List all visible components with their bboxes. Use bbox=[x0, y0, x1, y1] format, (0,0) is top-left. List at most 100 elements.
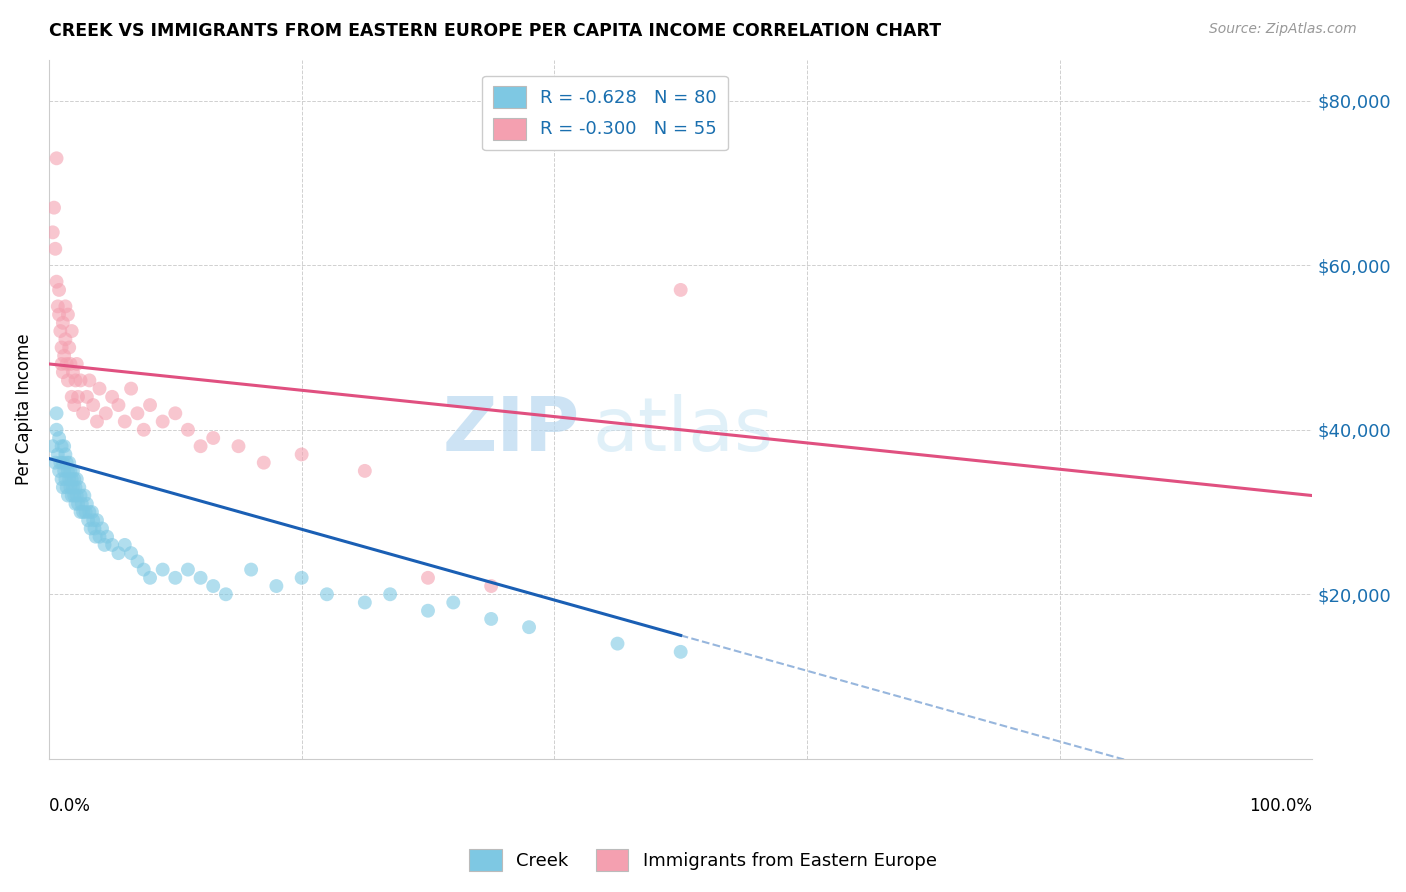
Point bbox=[101, 538, 124, 552]
Point bbox=[60, 489, 83, 503]
Point bbox=[59, 464, 82, 478]
Point bbox=[73, 489, 96, 503]
Text: 0.0%: 0.0% bbox=[49, 797, 91, 815]
Point bbox=[52, 365, 75, 379]
Point bbox=[669, 645, 692, 659]
Point bbox=[63, 398, 86, 412]
Point bbox=[76, 497, 98, 511]
Point bbox=[45, 275, 67, 289]
Point bbox=[165, 406, 187, 420]
Point bbox=[65, 497, 87, 511]
Point bbox=[45, 406, 67, 420]
Point bbox=[56, 489, 79, 503]
Point bbox=[89, 382, 111, 396]
Point bbox=[66, 497, 89, 511]
Point bbox=[48, 431, 70, 445]
Point bbox=[80, 505, 103, 519]
Point bbox=[42, 201, 65, 215]
Point bbox=[49, 456, 72, 470]
Point bbox=[82, 398, 104, 412]
Point bbox=[59, 357, 82, 371]
Point bbox=[59, 480, 82, 494]
Point bbox=[42, 439, 65, 453]
Point bbox=[228, 439, 250, 453]
Point bbox=[91, 521, 114, 535]
Point bbox=[56, 308, 79, 322]
Point bbox=[84, 530, 107, 544]
Point bbox=[46, 447, 69, 461]
Point bbox=[202, 579, 225, 593]
Point bbox=[62, 464, 84, 478]
Point bbox=[48, 283, 70, 297]
Point bbox=[517, 620, 540, 634]
Point bbox=[441, 595, 464, 609]
Point bbox=[55, 456, 77, 470]
Point bbox=[416, 604, 439, 618]
Point bbox=[56, 373, 79, 387]
Point bbox=[55, 357, 77, 371]
Point bbox=[46, 299, 69, 313]
Point bbox=[139, 571, 162, 585]
Point bbox=[55, 332, 77, 346]
Point bbox=[51, 439, 73, 453]
Y-axis label: Per Capita Income: Per Capita Income bbox=[15, 334, 32, 485]
Point bbox=[86, 415, 108, 429]
Legend: Creek, Immigrants from Eastern Europe: Creek, Immigrants from Eastern Europe bbox=[463, 842, 943, 879]
Point bbox=[58, 456, 80, 470]
Point bbox=[52, 480, 75, 494]
Point bbox=[266, 579, 288, 593]
Text: 100.0%: 100.0% bbox=[1250, 797, 1312, 815]
Point bbox=[152, 415, 174, 429]
Point bbox=[127, 406, 149, 420]
Point bbox=[86, 513, 108, 527]
Point bbox=[69, 373, 91, 387]
Point bbox=[49, 324, 72, 338]
Point bbox=[44, 242, 66, 256]
Point bbox=[42, 225, 65, 239]
Point bbox=[93, 538, 115, 552]
Point bbox=[55, 472, 77, 486]
Point bbox=[60, 390, 83, 404]
Point bbox=[378, 587, 401, 601]
Point bbox=[72, 505, 94, 519]
Point bbox=[127, 554, 149, 568]
Point bbox=[53, 439, 76, 453]
Point bbox=[253, 456, 276, 470]
Point bbox=[606, 637, 628, 651]
Point bbox=[79, 521, 101, 535]
Point bbox=[190, 571, 212, 585]
Point bbox=[114, 538, 136, 552]
Point bbox=[66, 390, 89, 404]
Point bbox=[152, 563, 174, 577]
Point bbox=[55, 447, 77, 461]
Point bbox=[79, 373, 101, 387]
Point bbox=[67, 480, 90, 494]
Point bbox=[94, 406, 117, 420]
Point bbox=[66, 357, 89, 371]
Point bbox=[60, 472, 83, 486]
Point bbox=[669, 283, 692, 297]
Point bbox=[62, 480, 84, 494]
Point bbox=[479, 612, 502, 626]
Point bbox=[70, 497, 93, 511]
Point bbox=[51, 341, 73, 355]
Point bbox=[291, 447, 314, 461]
Point bbox=[83, 521, 105, 535]
Point bbox=[63, 489, 86, 503]
Legend: R = -0.628   N = 80, R = -0.300   N = 55: R = -0.628 N = 80, R = -0.300 N = 55 bbox=[482, 76, 727, 151]
Point bbox=[58, 472, 80, 486]
Point bbox=[44, 456, 66, 470]
Point bbox=[58, 341, 80, 355]
Point bbox=[55, 299, 77, 313]
Point bbox=[66, 472, 89, 486]
Point bbox=[48, 464, 70, 478]
Point bbox=[120, 382, 142, 396]
Point bbox=[56, 464, 79, 478]
Point bbox=[53, 464, 76, 478]
Point bbox=[132, 563, 155, 577]
Point bbox=[75, 505, 97, 519]
Point bbox=[416, 571, 439, 585]
Text: CREEK VS IMMIGRANTS FROM EASTERN EUROPE PER CAPITA INCOME CORRELATION CHART: CREEK VS IMMIGRANTS FROM EASTERN EUROPE … bbox=[49, 22, 942, 40]
Point bbox=[177, 563, 200, 577]
Point bbox=[291, 571, 314, 585]
